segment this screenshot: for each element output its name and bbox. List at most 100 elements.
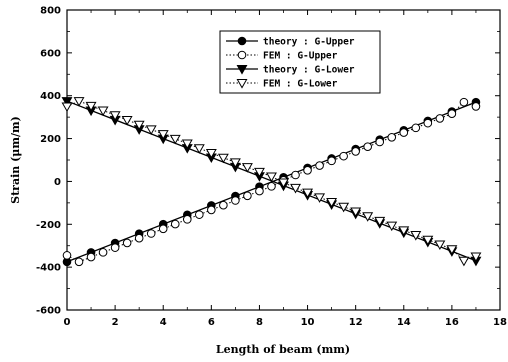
open-triangle-marker: [217, 153, 229, 164]
open-triangle-marker: [374, 216, 386, 227]
open-circle-marker: [447, 109, 457, 119]
open-circle-marker: [315, 161, 324, 170]
open-triangle-marker: [121, 115, 133, 126]
open-triangle-marker: [145, 125, 157, 135]
open-circle-marker: [182, 215, 192, 224]
open-circle-marker: [459, 97, 469, 107]
open-triangle-marker: [236, 79, 248, 89]
open-circle-marker: [471, 102, 481, 111]
legend-label: FEM : G-Upper: [263, 51, 338, 62]
open-triangle-marker: [109, 111, 121, 121]
open-circle-marker: [327, 156, 336, 166]
y-axis-title: Strain (μm/m): [9, 116, 22, 204]
open-circle-marker: [86, 252, 96, 262]
open-triangle-marker: [266, 172, 277, 183]
open-triangle-marker: [229, 158, 241, 168]
open-triangle-marker: [133, 120, 145, 131]
open-triangle-marker: [398, 226, 410, 236]
x-tick-label: 10: [301, 317, 315, 328]
open-triangle-marker: [157, 130, 169, 140]
open-triangle-marker: [73, 97, 85, 107]
open-circle-marker: [435, 114, 445, 123]
y-tick-label: -400: [36, 263, 61, 274]
x-tick-label: 8: [256, 317, 263, 328]
open-circle-marker: [255, 186, 264, 196]
legend: theory : G-Upper FEM : G-Upper theory : G-…: [219, 30, 381, 94]
open-triangle-marker: [470, 252, 482, 263]
open-circle-marker: [122, 238, 132, 248]
open-triangle-marker: [278, 178, 289, 189]
open-triangle-marker: [446, 245, 458, 255]
x-tick-label: 16: [445, 317, 459, 328]
open-triangle-marker: [338, 202, 350, 213]
y-tick-label: 800: [40, 6, 61, 17]
x-tick-label: 0: [64, 317, 71, 328]
open-circle-marker: [98, 248, 108, 257]
open-triangle-marker: [181, 139, 193, 150]
open-triangle-marker: [410, 231, 422, 241]
legend-entry: FEM : G-Lower: [226, 79, 338, 90]
open-circle-marker: [243, 191, 252, 201]
open-circle-marker: [158, 224, 168, 234]
y-tick-label: 200: [40, 134, 61, 145]
x-tick-label: 18: [493, 317, 507, 328]
y-tick-label: 600: [40, 48, 61, 59]
open-triangle-marker: [422, 235, 434, 246]
open-triangle-marker: [434, 240, 446, 251]
open-triangle-marker: [205, 148, 217, 159]
open-circle-marker: [399, 128, 409, 137]
open-circle-marker: [146, 229, 156, 238]
legend-label: theory : G-Upper: [263, 37, 355, 48]
open-circle-marker: [303, 165, 312, 175]
x-tick-label: 6: [208, 317, 215, 328]
series-3-markers: [61, 97, 482, 267]
legend-label: theory : G-Lower: [263, 65, 355, 76]
open-triangle-marker: [85, 101, 97, 112]
filled-circle-marker: [237, 36, 247, 46]
y-tick-label: -600: [36, 306, 61, 317]
x-tick-label: 14: [397, 317, 411, 328]
open-triangle-marker: [362, 212, 374, 222]
open-circle-marker: [423, 118, 433, 128]
open-triangle-marker: [61, 102, 73, 113]
open-triangle-marker: [169, 134, 181, 145]
open-circle-marker: [110, 243, 120, 252]
open-circle-marker: [387, 132, 397, 142]
filled-triangle-marker: [61, 97, 73, 107]
open-circle-marker: [231, 196, 240, 205]
open-triangle-marker: [253, 167, 265, 178]
legend-label: FEM : G-Lower: [263, 79, 338, 90]
series-layer: [61, 97, 482, 267]
open-triangle-marker: [326, 198, 338, 208]
y-tick-label: 0: [54, 177, 61, 188]
open-triangle-marker: [350, 207, 362, 218]
series-1-markers: [62, 97, 481, 267]
legend-entry: theory : G-Upper: [226, 37, 355, 48]
open-circle-marker: [375, 137, 385, 147]
open-triangle-marker: [386, 221, 398, 232]
open-circle-marker: [219, 200, 228, 210]
open-triangle-marker: [458, 256, 470, 267]
open-circle-marker: [237, 50, 247, 60]
axis-ticks: 0 2 4 6 8 10 12 14 16 18 -600 -400 -200 0 200 400 600 800: [36, 6, 507, 329]
open-triangle-marker: [314, 193, 326, 203]
x-tick-label: 4: [160, 317, 167, 328]
legend-entry: theory : G-Lower: [226, 65, 355, 76]
open-triangle-marker: [193, 144, 205, 154]
x-tick-label: 2: [112, 317, 119, 328]
open-circle-marker: [411, 123, 421, 133]
x-tick-label: 12: [349, 317, 363, 328]
open-circle-marker: [134, 233, 144, 243]
legend-entry: FEM : G-Upper: [226, 51, 338, 62]
open-triangle-marker: [302, 188, 314, 199]
y-tick-label: 400: [40, 91, 61, 102]
open-triangle-marker: [241, 163, 253, 173]
open-triangle-marker: [97, 106, 109, 117]
open-circle-marker: [195, 210, 204, 219]
y-tick-label: -200: [36, 220, 61, 231]
x-axis-title: Length of beam (mm): [216, 343, 350, 356]
open-circle-marker: [74, 257, 84, 267]
open-circle-marker: [62, 251, 72, 260]
